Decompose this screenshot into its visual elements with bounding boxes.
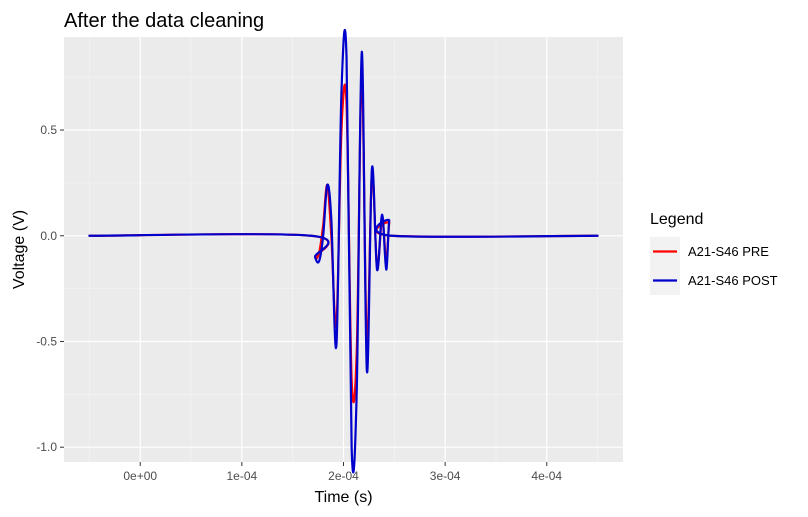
x-axis-ticks: 0e+00 1e-04 2e-04 3e-04 4e-04 bbox=[123, 462, 562, 483]
legend-label: A21-S46 POST bbox=[688, 273, 778, 288]
x-axis-title: Time (s) bbox=[314, 489, 372, 506]
x-tick-label: 1e-04 bbox=[227, 469, 258, 483]
legend-label: A21-S46 PRE bbox=[688, 244, 769, 259]
y-tick-label: -0.5 bbox=[36, 334, 57, 348]
legend-title: Legend bbox=[650, 211, 703, 228]
legend: Legend A21-S46 PRE A21-S46 POST bbox=[650, 211, 778, 295]
chart-title: After the data cleaning bbox=[64, 10, 264, 32]
x-tick-label: 0e+00 bbox=[123, 469, 157, 483]
series-lines bbox=[88, 29, 599, 474]
grid-lines bbox=[64, 37, 623, 462]
x-tick-label: 3e-04 bbox=[430, 469, 461, 483]
x-tick-label: 2e-04 bbox=[328, 469, 359, 483]
y-tick-label: 0.5 bbox=[40, 123, 57, 137]
y-tick-label: 0.0 bbox=[40, 229, 57, 243]
y-axis-title: Voltage (V) bbox=[11, 210, 28, 289]
series-line-post bbox=[88, 29, 599, 474]
y-axis-ticks: -1.0 -0.5 0.0 0.5 bbox=[36, 123, 64, 454]
y-tick-label: -1.0 bbox=[36, 440, 57, 454]
x-tick-label: 4e-04 bbox=[531, 469, 562, 483]
